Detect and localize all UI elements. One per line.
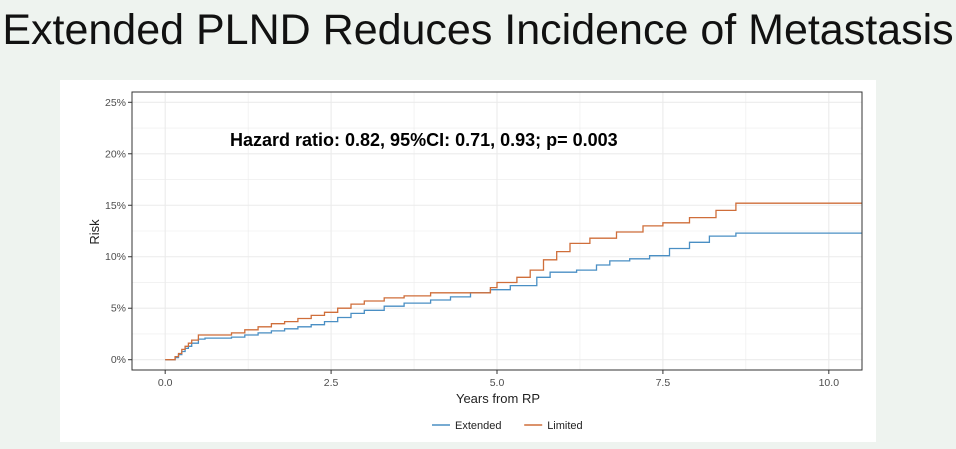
x-tick-label: 10.0 xyxy=(819,377,840,389)
slide-title: Extended PLND Reduces Incidence of Metas… xyxy=(2,6,954,54)
km-chart: 0.0 2.5 5.0 7.5 10.0 0% 5% 10% 15% 20% 25% Hazard… xyxy=(87,91,863,432)
legend-label-limited: Limited xyxy=(547,420,582,432)
y-tick-label: 20% xyxy=(105,148,126,160)
series-line-limited xyxy=(165,202,862,361)
y-axis-label: Risk xyxy=(87,219,102,245)
series-layer xyxy=(165,202,862,361)
x-tick-label: 7.5 xyxy=(656,377,671,389)
legend-label-extended: Extended xyxy=(455,420,501,432)
y-tick-label: 10% xyxy=(105,251,126,263)
x-tick-label: 0.0 xyxy=(158,377,173,389)
y-tick-label: 25% xyxy=(105,97,126,109)
grid-layer xyxy=(132,92,862,370)
series-line-extended xyxy=(165,232,862,361)
y-axis: 0% 5% 10% 15% 20% 25% xyxy=(105,97,132,366)
hazard-ratio-annotation: Hazard ratio: 0.82, 95%CI: 0.71, 0.93; p… xyxy=(230,130,618,150)
x-axis-label: Years from RP xyxy=(456,391,540,406)
chart-panel: 0.0 2.5 5.0 7.5 10.0 0% 5% 10% 15% 20% 25% Hazard… xyxy=(60,80,876,442)
y-tick-label: 15% xyxy=(105,200,126,212)
y-tick-label: 5% xyxy=(111,303,126,315)
x-tick-label: 2.5 xyxy=(324,377,339,389)
x-axis: 0.0 2.5 5.0 7.5 10.0 xyxy=(158,370,839,389)
y-tick-label: 0% xyxy=(111,354,126,366)
legend: Extended Limited xyxy=(432,420,583,432)
x-tick-label: 5.0 xyxy=(490,377,505,389)
